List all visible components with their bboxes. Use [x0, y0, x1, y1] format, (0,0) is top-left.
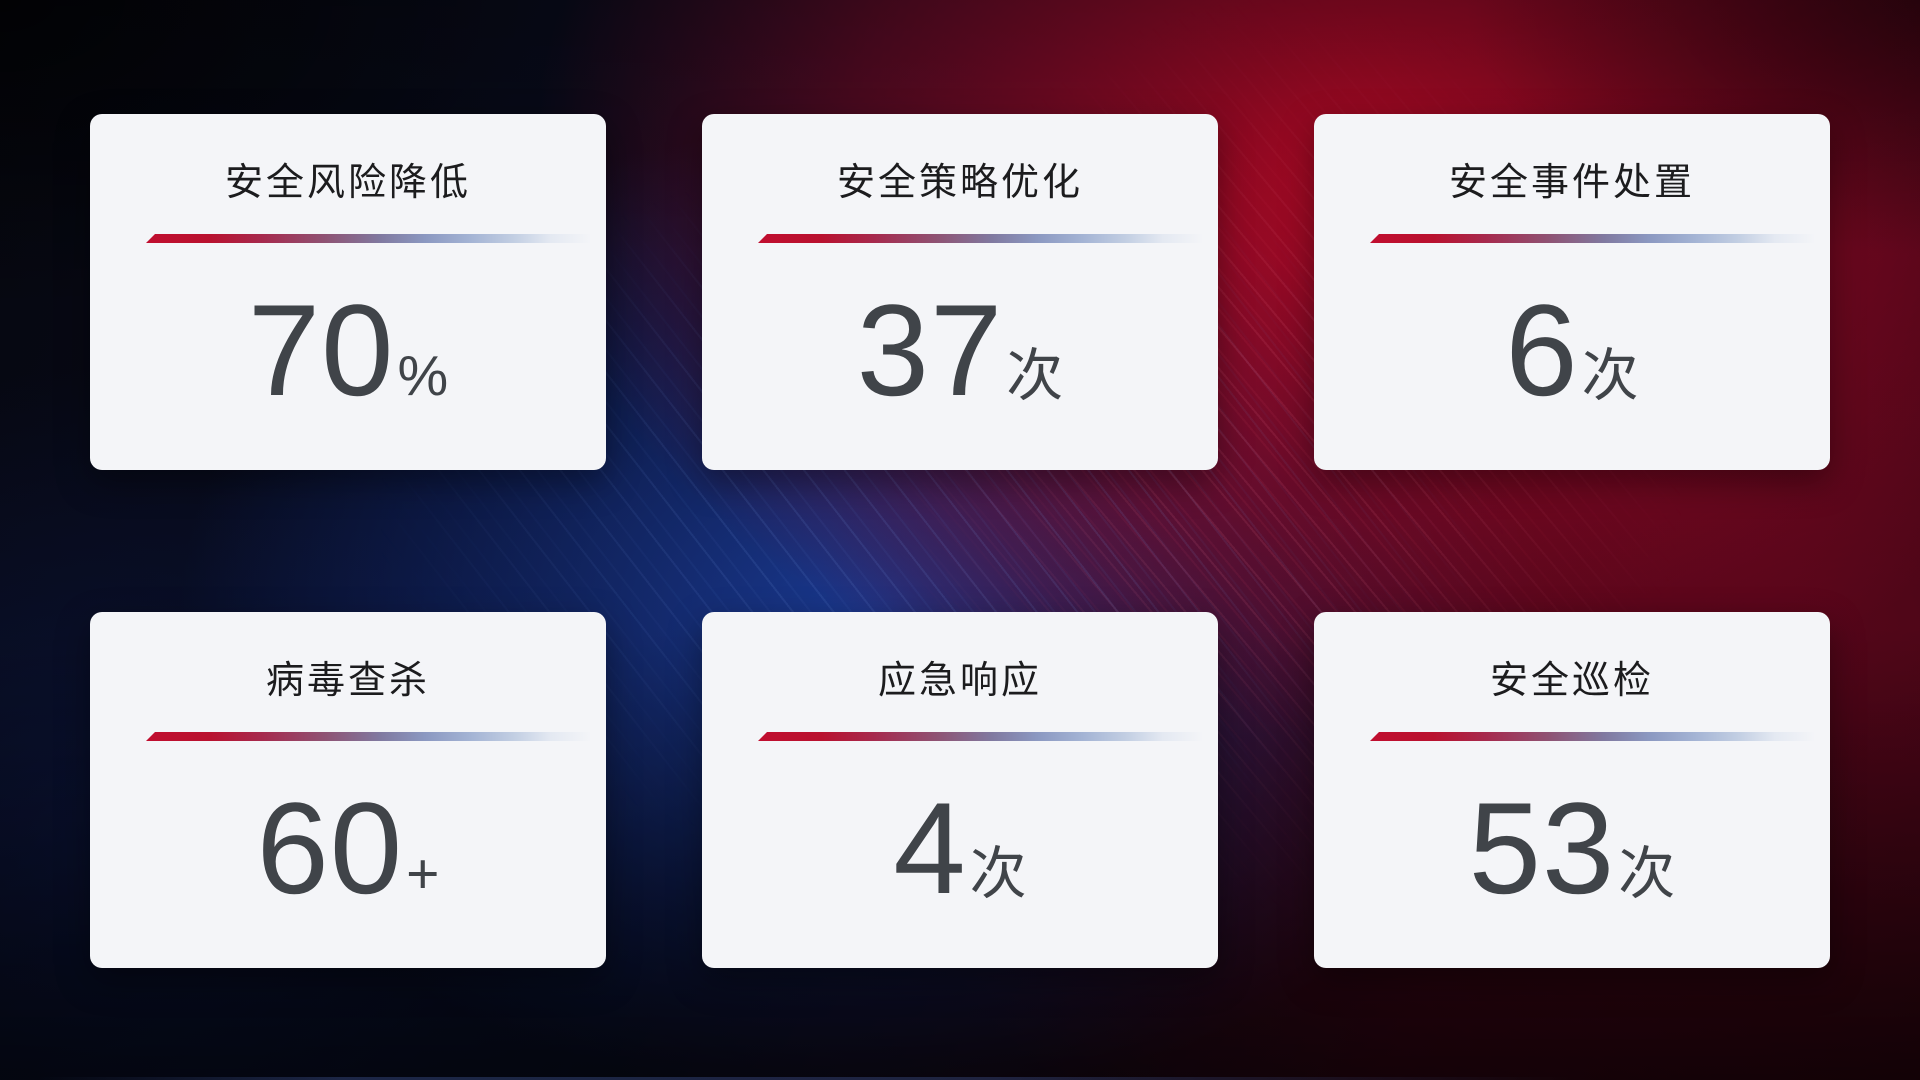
gradient-divider: [1370, 234, 1820, 243]
card-value: 60 +: [257, 783, 440, 913]
stat-card-emergency-response: 应急响应 4 次: [702, 612, 1218, 968]
stat-card-policy-optimization: 安全策略优化 37 次: [702, 114, 1218, 470]
stat-unit: 次: [1618, 842, 1676, 906]
gradient-divider: [758, 732, 1208, 741]
card-title: 安全巡检: [1489, 660, 1654, 702]
stat-number: 4: [893, 775, 967, 921]
stat-number: 53: [1468, 775, 1616, 921]
card-value: 4 次: [893, 783, 1026, 913]
stat-unit: 次: [969, 842, 1027, 906]
card-title: 安全风险降低: [224, 162, 471, 204]
stat-unit: 次: [1581, 344, 1639, 408]
stat-unit: +: [406, 842, 440, 906]
gradient-divider: [146, 732, 596, 741]
stat-card-security-inspection: 安全巡检 53 次: [1314, 612, 1830, 968]
stats-grid: 安全风险降低 70 % 安全策略优化 37 次 安全事件处置 6 次 病毒查: [90, 114, 1830, 968]
card-value: 37 次: [857, 285, 1064, 415]
card-title: 安全事件处置: [1448, 162, 1695, 204]
card-title: 病毒查杀: [265, 660, 430, 702]
card-value: 6 次: [1505, 285, 1638, 415]
background-bottom-glow-line: [0, 1077, 1920, 1080]
stat-number: 60: [256, 775, 404, 921]
card-value: 53 次: [1469, 783, 1676, 913]
stat-unit: %: [397, 344, 449, 408]
stat-number: 37: [856, 277, 1004, 423]
card-title: 应急响应: [877, 660, 1042, 702]
gradient-divider: [146, 234, 596, 243]
stat-unit: 次: [1006, 344, 1064, 408]
card-title: 安全策略优化: [836, 162, 1083, 204]
stat-card-incident-handling: 安全事件处置 6 次: [1314, 114, 1830, 470]
card-value: 70 %: [248, 285, 448, 415]
gradient-divider: [758, 234, 1208, 243]
stat-card-risk-reduction: 安全风险降低 70 %: [90, 114, 606, 470]
stat-card-virus-scan: 病毒查杀 60 +: [90, 612, 606, 968]
stat-number: 70: [247, 277, 395, 423]
gradient-divider: [1370, 732, 1820, 741]
stat-number: 6: [1505, 277, 1579, 423]
